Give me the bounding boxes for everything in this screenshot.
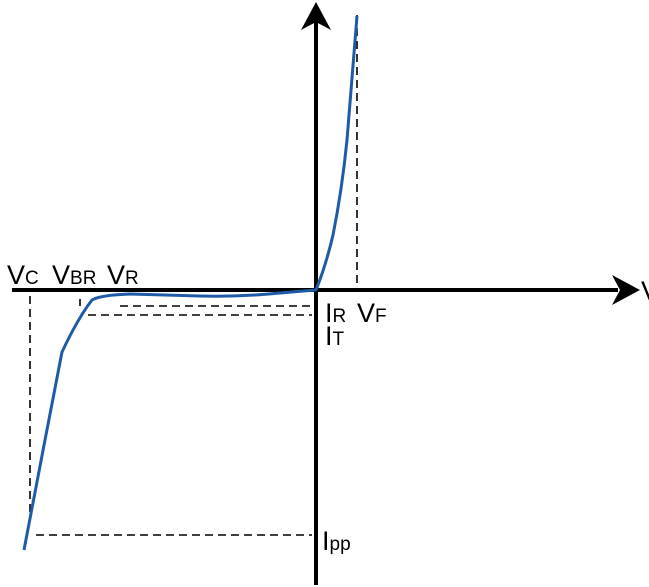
x-axis-arrow-icon (612, 275, 640, 305)
vbr-label: VBR (52, 260, 96, 290)
vf-label: VF (357, 298, 387, 328)
y-axis-arrow-icon (301, 2, 331, 30)
vr-label: VR (107, 260, 139, 290)
x-axis-label: V (641, 276, 649, 306)
ipp-label: Ipp (322, 526, 351, 556)
iv-curve (22, 15, 359, 551)
vc-label: VC (7, 260, 39, 290)
ir-label: IR (325, 298, 346, 328)
it-label: IT (325, 321, 345, 351)
